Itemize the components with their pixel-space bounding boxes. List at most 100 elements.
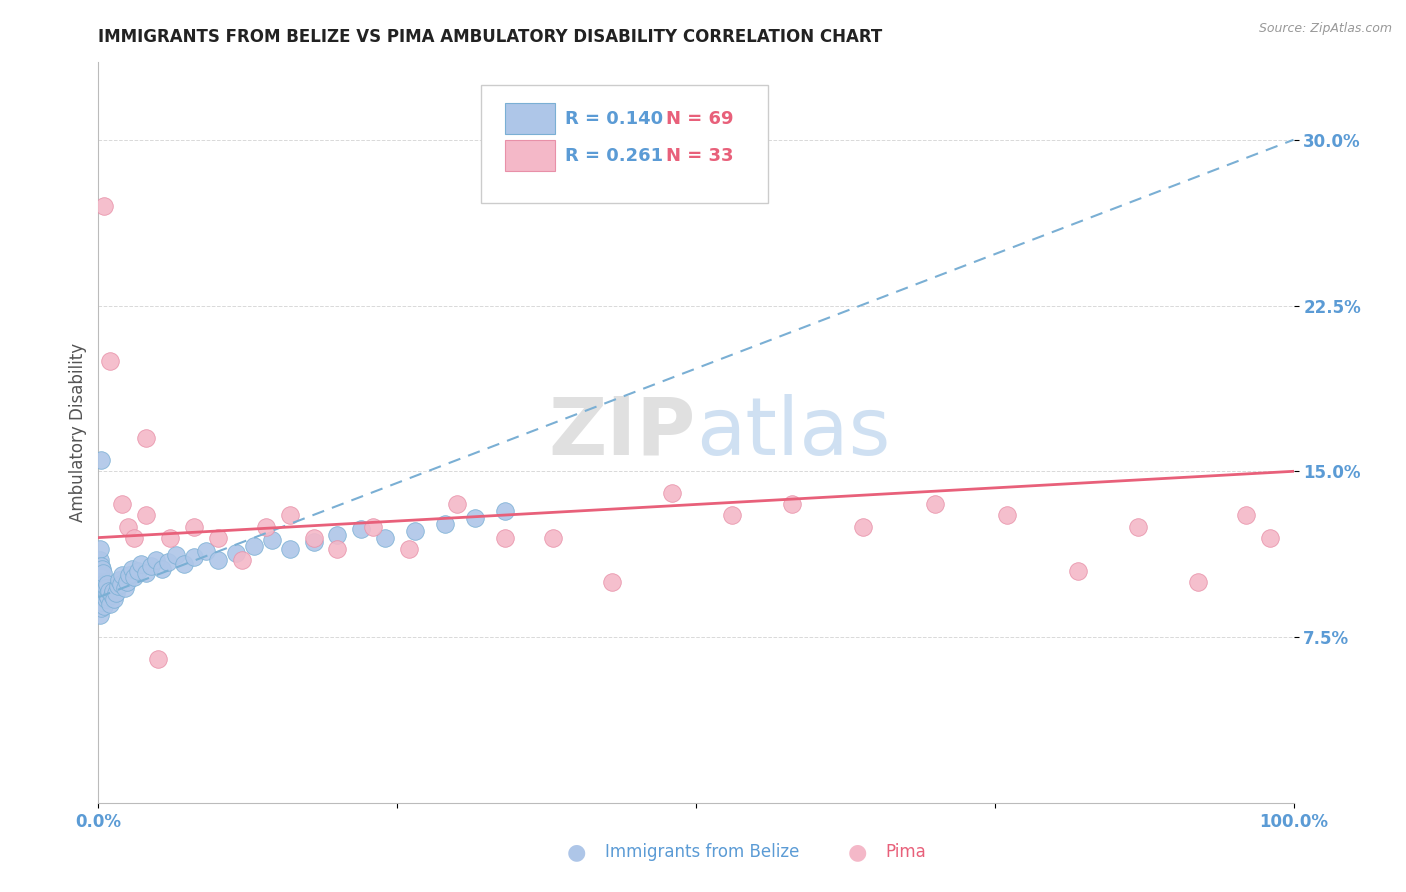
Point: [780, 498, 803, 512]
Point: [254, 519, 277, 533]
Point: [231, 552, 253, 566]
Point: [127, 564, 149, 578]
Point: [131, 557, 153, 571]
Point: [89, 541, 111, 556]
Point: [278, 541, 301, 556]
Point: [135, 431, 157, 445]
Text: ●: ●: [848, 842, 868, 862]
Point: [110, 577, 132, 591]
Point: [103, 592, 125, 607]
Text: N = 33: N = 33: [666, 146, 734, 165]
Text: N = 69: N = 69: [666, 110, 734, 128]
Point: [94, 592, 117, 607]
Point: [278, 508, 301, 523]
Point: [326, 528, 349, 542]
Point: [374, 531, 396, 545]
Point: [326, 541, 349, 556]
Point: [91, 574, 114, 589]
Text: ●: ●: [567, 842, 586, 862]
Point: [91, 566, 114, 580]
Point: [1234, 508, 1257, 523]
Point: [91, 583, 114, 598]
Point: [100, 588, 122, 602]
Point: [90, 601, 112, 615]
Point: [93, 599, 115, 613]
Point: [89, 579, 111, 593]
FancyBboxPatch shape: [505, 140, 555, 171]
Point: [159, 531, 181, 545]
Point: [114, 582, 136, 596]
Point: [91, 588, 114, 602]
FancyBboxPatch shape: [481, 85, 768, 203]
Point: [260, 533, 283, 547]
Point: [183, 550, 205, 565]
Point: [97, 591, 120, 605]
Point: [124, 570, 146, 584]
Point: [118, 568, 141, 582]
Point: [139, 559, 162, 574]
Point: [135, 566, 157, 580]
Point: [96, 588, 118, 602]
Point: [195, 544, 218, 558]
Point: [90, 559, 112, 574]
Point: [464, 510, 486, 524]
Point: [661, 486, 683, 500]
Point: [494, 504, 516, 518]
Point: [1128, 519, 1150, 533]
Point: [89, 592, 111, 607]
Point: [90, 582, 112, 596]
Point: [89, 586, 111, 600]
Point: [602, 574, 624, 589]
Point: [145, 552, 167, 566]
Point: [90, 591, 112, 605]
Point: [183, 519, 205, 533]
Point: [156, 555, 179, 569]
Point: [852, 519, 875, 533]
Point: [93, 199, 115, 213]
Point: [111, 498, 134, 512]
Point: [89, 607, 111, 622]
Point: [494, 531, 516, 545]
Point: [434, 517, 457, 532]
Text: R = 0.261: R = 0.261: [565, 146, 662, 165]
Point: [107, 573, 129, 587]
Point: [135, 508, 157, 523]
Point: [93, 586, 115, 600]
Point: [207, 531, 229, 545]
Point: [924, 498, 946, 512]
Point: [91, 577, 114, 591]
Point: [173, 557, 195, 571]
Point: [1258, 531, 1281, 545]
Text: ZIP: ZIP: [548, 393, 696, 472]
Point: [98, 353, 122, 368]
Point: [90, 453, 112, 467]
Point: [89, 552, 111, 566]
Point: [111, 568, 134, 582]
Point: [91, 595, 114, 609]
Point: [117, 519, 139, 533]
Point: [446, 498, 468, 512]
Point: [121, 561, 143, 575]
Point: [115, 574, 138, 589]
Point: [105, 586, 128, 600]
Text: R = 0.140: R = 0.140: [565, 110, 662, 128]
Point: [96, 577, 118, 591]
Point: [94, 582, 117, 596]
Point: [101, 583, 124, 598]
Point: [124, 531, 146, 545]
Text: IMMIGRANTS FROM BELIZE VS PIMA AMBULATORY DISABILITY CORRELATION CHART: IMMIGRANTS FROM BELIZE VS PIMA AMBULATOR…: [98, 28, 883, 45]
Point: [302, 531, 325, 545]
Point: [150, 561, 173, 575]
Point: [107, 579, 129, 593]
Point: [350, 522, 373, 536]
Point: [89, 597, 111, 611]
Text: Source: ZipAtlas.com: Source: ZipAtlas.com: [1258, 22, 1392, 36]
Point: [1187, 574, 1209, 589]
Point: [98, 597, 122, 611]
Point: [89, 574, 111, 589]
Point: [89, 564, 111, 578]
Text: Immigrants from Belize: Immigrants from Belize: [605, 843, 799, 861]
Point: [404, 524, 426, 538]
Point: [90, 570, 112, 584]
Point: [148, 652, 170, 666]
